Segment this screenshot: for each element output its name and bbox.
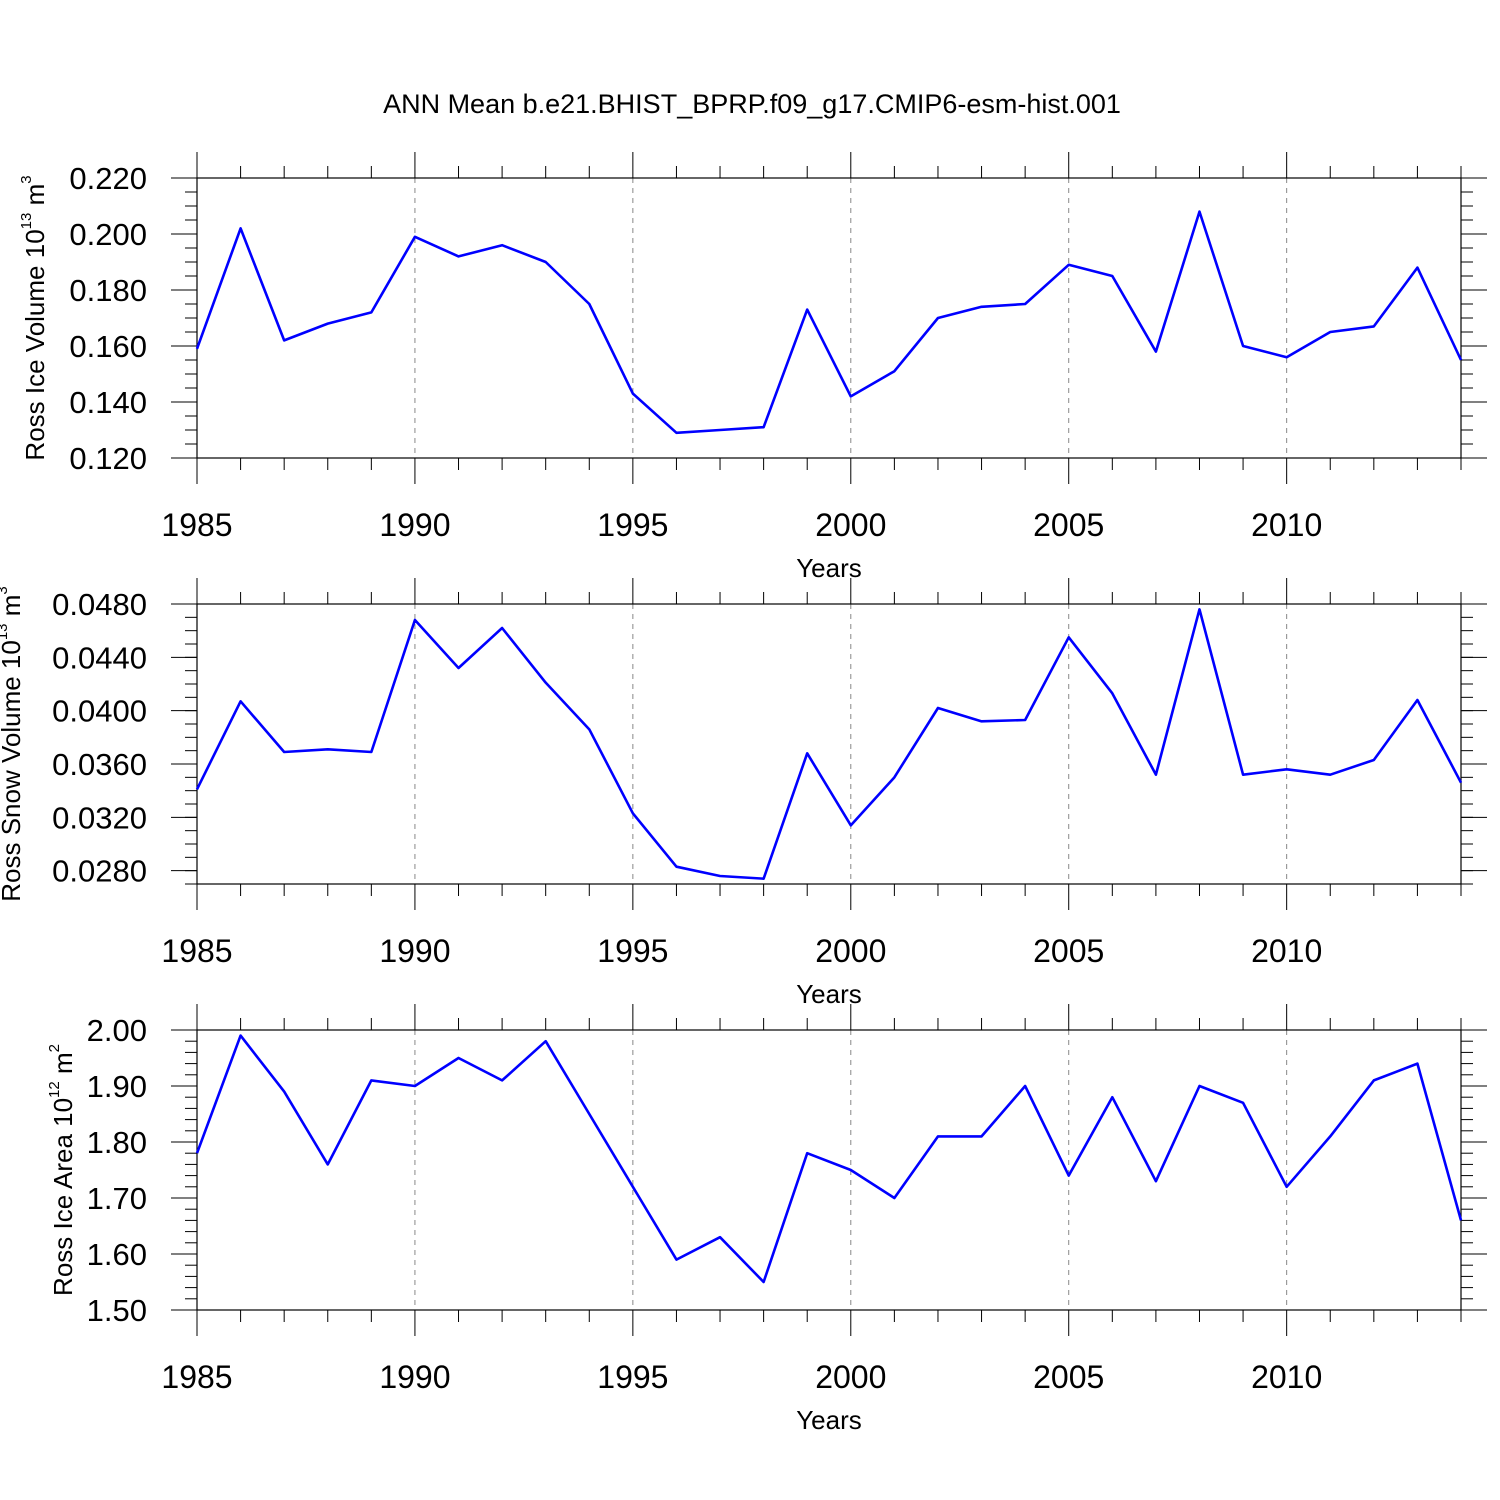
y-tick-label: 0.140 [69, 385, 147, 420]
plot-frame [196, 603, 1462, 885]
y-axis-title-text: Ross Snow Volume 10 [0, 640, 26, 902]
y-tick-label: 0.200 [69, 217, 147, 252]
x-axis-title: Years [796, 553, 862, 583]
x-tick-label: 1995 [597, 507, 668, 543]
y-tick-label: 0.180 [69, 273, 147, 308]
y-axis-title: Ross Ice Area 1012 m2 [46, 1044, 78, 1296]
x-tick-label: 2000 [815, 1359, 886, 1395]
y-tick-label: 0.160 [69, 329, 147, 364]
y-tick-label: 1.50 [87, 1293, 147, 1328]
x-tick-label: 2005 [1033, 933, 1104, 969]
y-axis-title-unit: m [0, 595, 26, 624]
y-axis-title-exponent: 12 [46, 1081, 63, 1098]
y-axis-title-unit-exponent: 2 [46, 1044, 63, 1052]
series-line-ice-area [195, 1034, 1463, 1284]
panel-ice-area: 1.50 1.60 1.70 1.80 1.90 2.00 1985 1990 1995 2000… [46, 1004, 1487, 1435]
y-tick-label: 0.120 [69, 441, 147, 476]
panels: 0.120 0.140 0.160 0.180 0.200 0.220 1985 1990 19… [0, 152, 1487, 1435]
x-tick-label: 1985 [161, 1359, 232, 1395]
figure-title: ANN Mean b.e21.BHIST_BPRP.f09_g17.CMIP6-… [383, 89, 1121, 119]
series-line-ice-volume [195, 210, 1463, 435]
x-tick-label: 1990 [379, 933, 450, 969]
y-tick-label: 0.0360 [52, 747, 147, 782]
y-axis-title-unit: m [48, 1052, 78, 1081]
y-tick-label: 2.00 [87, 1013, 147, 1048]
y-tick-label: 1.80 [87, 1125, 147, 1160]
x-tick-label: 1985 [161, 507, 232, 543]
y-tick-label: 0.0320 [52, 800, 147, 835]
y-tick-label: 0.0480 [52, 587, 147, 622]
x-tick-label: 2010 [1251, 1359, 1322, 1395]
x-tick-label: 2005 [1033, 507, 1104, 543]
y-tick-label: 0.220 [69, 161, 147, 196]
y-axis-title-unit-exponent: 3 [0, 586, 11, 594]
y-tick-label: 1.90 [87, 1069, 147, 1104]
x-tick-label: 2010 [1251, 933, 1322, 969]
series-line-snow-volume [195, 608, 1463, 880]
x-axis-title: Years [796, 1405, 862, 1435]
y-axis-title-exponent: 13 [18, 213, 35, 230]
y-axis-title: Ross Snow Volume 1013 m3 [0, 586, 26, 902]
plot-frame [196, 1029, 1462, 1311]
y-axis-title-text: Ross Ice Area 10 [48, 1098, 78, 1296]
y-axis-title: Ross Ice Volume 1013 m3 [18, 175, 50, 460]
x-tick-label: 2005 [1033, 1359, 1104, 1395]
y-axis-title-text: Ross Ice Volume 10 [20, 229, 50, 460]
x-tick-label: 2000 [815, 507, 886, 543]
x-tick-label: 2010 [1251, 507, 1322, 543]
x-tick-label: 1985 [161, 933, 232, 969]
y-tick-label: 0.0280 [52, 854, 147, 889]
panel-snow-volume: 0.0280 0.0320 0.0360 0.0400 0.0440 0.0480 1985… [0, 578, 1487, 1009]
x-axis-title: Years [796, 979, 862, 1009]
panel-ice-volume: 0.120 0.140 0.160 0.180 0.200 0.220 1985 1990 19… [18, 152, 1487, 583]
x-tick-label: 1990 [379, 507, 450, 543]
plot-frame [196, 177, 1462, 459]
y-axis-title-exponent: 13 [0, 623, 11, 640]
x-tick-label: 1995 [597, 1359, 668, 1395]
y-tick-label: 1.60 [87, 1237, 147, 1272]
y-tick-label: 1.70 [87, 1181, 147, 1216]
x-tick-label: 2000 [815, 933, 886, 969]
y-axis-title-unit: m [20, 184, 50, 213]
y-tick-label: 0.0440 [52, 640, 147, 675]
x-tick-label: 1990 [379, 1359, 450, 1395]
y-axis-title-unit-exponent: 3 [18, 175, 35, 183]
x-tick-label: 1995 [597, 933, 668, 969]
y-tick-label: 0.0400 [52, 694, 147, 729]
